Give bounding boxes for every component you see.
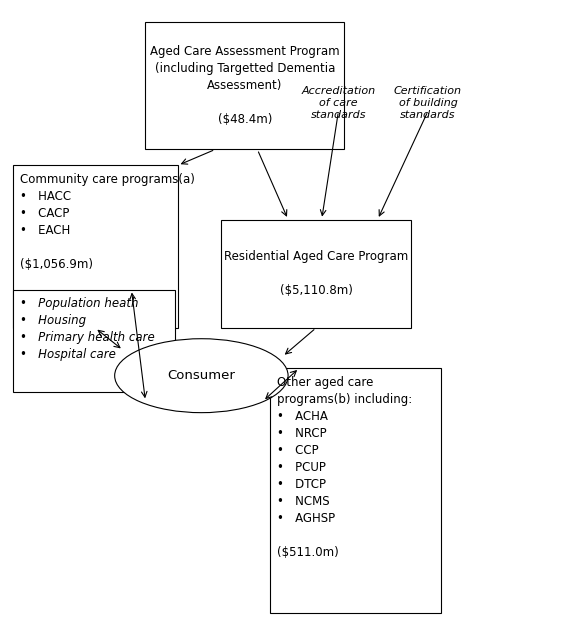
Text: Residential Aged Care Program

($5,110.8m): Residential Aged Care Program ($5,110.8m…: [224, 250, 408, 297]
Text: Consumer: Consumer: [167, 369, 235, 382]
Text: •   Population heath
•   Housing
•   Primary health care
•   Hospital care: • Population heath • Housing • Primary h…: [20, 297, 154, 361]
Text: Other aged care
programs(b) including:
•   ACHA
•   NRCP
•   CCP
•   PCUP
•   DT: Other aged care programs(b) including: •…: [277, 376, 412, 559]
Bar: [13, 289, 175, 392]
Bar: [221, 219, 411, 328]
Text: Community care programs(a)
•   HACC
•   CACP
•   EACH

($1,056.9m): Community care programs(a) • HACC • CACP…: [20, 173, 194, 271]
Bar: [270, 368, 441, 613]
Text: Certification
of building
standards: Certification of building standards: [394, 86, 462, 120]
Text: Aged Care Assessment Program
(including Targetted Dementia
Assessment)

($48.4m): Aged Care Assessment Program (including …: [150, 45, 340, 126]
Text: Accreditation
of care
standards: Accreditation of care standards: [301, 86, 376, 120]
Bar: [145, 22, 344, 149]
Ellipse shape: [115, 339, 288, 413]
Bar: [13, 165, 178, 328]
